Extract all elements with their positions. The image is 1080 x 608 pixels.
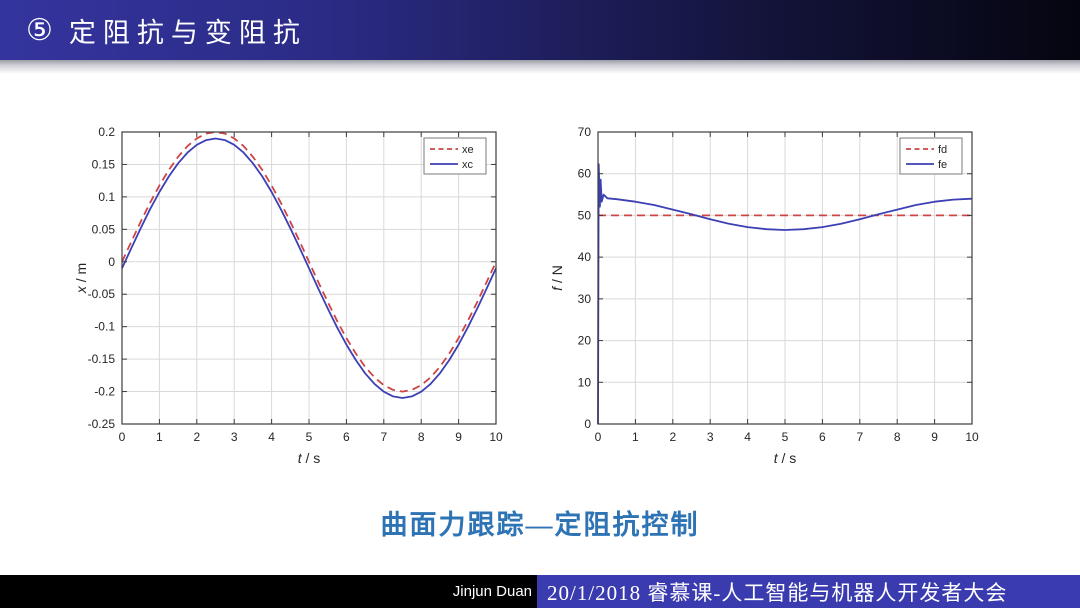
svg-text:2: 2 [193,430,200,444]
svg-text:10: 10 [965,430,979,444]
svg-text:-0.25: -0.25 [88,417,116,431]
svg-text:5: 5 [306,430,313,444]
x-axis-label: t / s [298,450,321,466]
svg-text:0: 0 [584,417,591,431]
series-line-fe [597,163,973,425]
svg-text:fe: fe [938,159,947,171]
y-axis-label: x / m [73,263,89,294]
grid-lines [122,132,496,424]
svg-text:7: 7 [380,430,387,444]
svg-text:fd: fd [938,144,947,156]
grid-lines [598,132,972,424]
position-chart-svg: 0 1 2 3 4 5 6 7 8 9 10 -0.25 -0.2 -0.15 -0.1 -0.05 0 0.05… [73,125,503,466]
conference-info: 20/1/2018 睿慕课-人工智能与机器人开发者大会 [547,580,1008,605]
svg-text:60: 60 [578,167,592,181]
svg-text:0: 0 [119,430,126,444]
svg-text:1: 1 [632,430,639,444]
svg-text:xe: xe [462,144,474,156]
footer-conference-section: 20/1/2018 睿慕课-人工智能与机器人开发者大会 [537,575,1080,608]
svg-text:xc: xc [462,159,474,171]
axis-ticks [597,131,973,425]
slide-header: ⑤ 定阻抗与变阻抗 [0,0,1080,60]
svg-text:3: 3 [231,430,238,444]
x-axis-label: t / s [774,450,797,466]
axis-ticks [121,131,497,425]
svg-text:0.15: 0.15 [92,157,116,171]
svg-text:30: 30 [578,292,592,306]
svg-text:0.2: 0.2 [98,125,115,139]
svg-text:0.1: 0.1 [98,190,115,204]
svg-text:8: 8 [894,430,901,444]
svg-text:4: 4 [268,430,275,444]
series-line-xc [121,137,497,399]
svg-text:9: 9 [931,430,938,444]
slide-footer: Jinjun Duan 20/1/2018 睿慕课-人工智能与机器人开发者大会 [0,575,1080,608]
svg-text:3: 3 [707,430,714,444]
svg-text:-0.05: -0.05 [88,287,116,301]
svg-text:40: 40 [578,250,592,264]
svg-text:6: 6 [819,430,826,444]
tick-labels: 0 1 2 3 4 5 6 7 8 9 10 -0.25 -0.2 -0.15 -0.1 -0.05 0 0.05… [88,125,503,444]
svg-text:4: 4 [744,430,751,444]
svg-text:0: 0 [108,255,115,269]
page-title: 定阻抗与变阻抗 [68,17,307,48]
legend: fd fe [899,137,963,175]
figure-caption: 曲面力跟踪—定阻抗控制 [380,510,700,540]
svg-text:70: 70 [578,125,592,139]
svg-text:-0.1: -0.1 [94,320,115,334]
svg-text:7: 7 [856,430,863,444]
svg-text:0.05: 0.05 [92,222,116,236]
svg-text:-0.15: -0.15 [88,352,116,366]
svg-text:8: 8 [418,430,425,444]
svg-text:1: 1 [156,430,163,444]
svg-text:2: 2 [669,430,676,444]
svg-text:20: 20 [578,334,592,348]
tick-labels: 0 1 2 3 4 5 6 7 8 9 10 0 10 20 30 40 50 60 70 [578,125,979,444]
legend: xe xc [423,137,487,175]
svg-text:9: 9 [455,430,462,444]
svg-text:5: 5 [782,430,789,444]
svg-text:6: 6 [343,430,350,444]
svg-text:10: 10 [489,430,503,444]
header-number-icon: ⑤ [26,13,53,47]
svg-text:-0.2: -0.2 [94,385,115,399]
svg-text:50: 50 [578,208,592,222]
chart-position-tracking: 0 1 2 3 4 5 6 7 8 9 10 -0.25 -0.2 -0.15 -0.1 -0.05 0 0.05… [70,108,522,475]
footer-author-section: Jinjun Duan [0,575,537,608]
author-name: Jinjun Duan [452,583,532,600]
svg-text:10: 10 [578,375,592,389]
header-divider [0,60,1080,74]
y-axis-label: f / N [549,265,565,291]
series-line-xe [121,131,497,393]
svg-text:0: 0 [595,430,602,444]
